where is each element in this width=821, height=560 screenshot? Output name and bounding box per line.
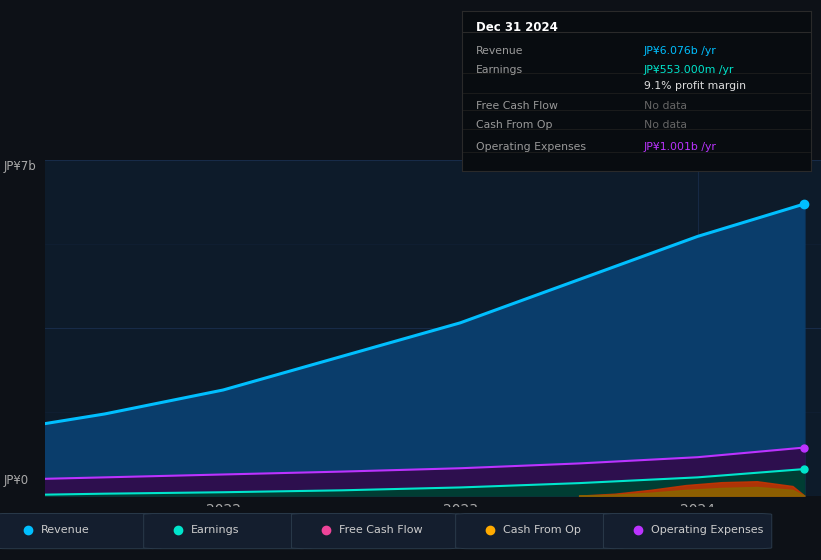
Text: Operating Expenses: Operating Expenses [651,525,764,535]
Text: JP¥0: JP¥0 [4,474,30,487]
FancyBboxPatch shape [144,514,312,549]
Text: JP¥1.001b /yr: JP¥1.001b /yr [644,142,717,152]
FancyBboxPatch shape [0,514,162,549]
Text: Revenue: Revenue [41,525,89,535]
Text: JP¥7b: JP¥7b [4,160,37,172]
Text: Earnings: Earnings [476,66,523,76]
FancyBboxPatch shape [603,514,772,549]
Text: Dec 31 2024: Dec 31 2024 [476,21,558,34]
Text: JP¥6.076b /yr: JP¥6.076b /yr [644,46,717,57]
Text: Revenue: Revenue [476,46,524,57]
FancyBboxPatch shape [291,514,460,549]
Text: Free Cash Flow: Free Cash Flow [476,101,558,110]
Text: JP¥553.000m /yr: JP¥553.000m /yr [644,66,734,76]
Text: No data: No data [644,120,686,130]
Text: No data: No data [644,101,686,110]
Text: Cash From Op: Cash From Op [476,120,553,130]
Text: 9.1% profit margin: 9.1% profit margin [644,81,745,91]
Text: Operating Expenses: Operating Expenses [476,142,586,152]
Text: Earnings: Earnings [191,525,240,535]
Text: Cash From Op: Cash From Op [503,525,581,535]
FancyBboxPatch shape [456,514,624,549]
Text: Free Cash Flow: Free Cash Flow [339,525,423,535]
